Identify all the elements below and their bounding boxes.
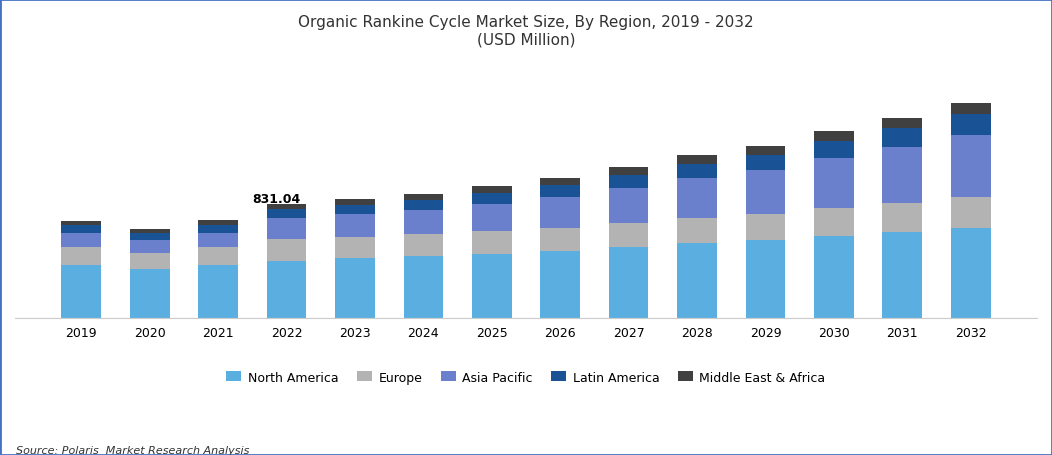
Bar — [404, 211, 443, 234]
Bar — [129, 253, 169, 270]
Bar — [198, 226, 238, 233]
Bar — [267, 205, 306, 210]
Bar — [404, 234, 443, 256]
Bar — [677, 156, 716, 164]
Bar — [883, 148, 923, 203]
Bar — [951, 228, 991, 318]
Bar — [541, 186, 580, 198]
Bar — [541, 251, 580, 318]
Bar — [472, 193, 511, 204]
Bar — [129, 240, 169, 253]
Bar — [129, 270, 169, 318]
Bar — [951, 104, 991, 115]
Bar — [951, 136, 991, 197]
Bar — [609, 175, 648, 188]
Bar — [404, 256, 443, 318]
Bar — [814, 236, 854, 318]
Bar — [951, 197, 991, 228]
Bar — [609, 223, 648, 247]
Bar — [814, 159, 854, 209]
Bar — [61, 226, 101, 233]
Bar — [472, 186, 511, 193]
Bar — [677, 179, 716, 218]
Bar — [336, 205, 375, 215]
Bar — [609, 247, 648, 318]
Bar — [472, 232, 511, 254]
Bar — [61, 265, 101, 318]
Bar — [541, 198, 580, 228]
Bar — [951, 115, 991, 136]
Bar — [336, 259, 375, 318]
Title: Organic Rankine Cycle Market Size, By Region, 2019 - 2032
(USD Million): Organic Rankine Cycle Market Size, By Re… — [298, 15, 754, 47]
Bar — [404, 194, 443, 201]
Bar — [677, 218, 716, 244]
Bar — [267, 240, 306, 262]
Bar — [61, 221, 101, 226]
Bar — [677, 164, 716, 179]
Bar — [267, 210, 306, 218]
Bar — [883, 129, 923, 148]
Bar — [609, 167, 648, 175]
Bar — [814, 209, 854, 236]
Text: Source: Polaris  Market Research Analysis: Source: Polaris Market Research Analysis — [16, 445, 249, 455]
Bar — [883, 232, 923, 318]
Bar — [883, 119, 923, 129]
Bar — [746, 171, 785, 215]
Bar — [746, 240, 785, 318]
Bar — [336, 200, 375, 205]
Bar — [61, 247, 101, 265]
Bar — [814, 142, 854, 159]
Bar — [198, 221, 238, 226]
Bar — [541, 228, 580, 251]
Bar — [61, 233, 101, 247]
Bar — [336, 237, 375, 259]
Bar — [129, 233, 169, 240]
Bar — [746, 147, 785, 155]
Bar — [609, 188, 648, 223]
Bar — [883, 203, 923, 232]
Bar — [472, 254, 511, 318]
Bar — [267, 262, 306, 318]
Legend: North America, Europe, Asia Pacific, Latin America, Middle East & Africa: North America, Europe, Asia Pacific, Lat… — [221, 366, 831, 389]
Bar — [472, 204, 511, 232]
Bar — [267, 218, 306, 240]
Text: 831.04: 831.04 — [252, 192, 301, 206]
Bar — [541, 178, 580, 186]
Bar — [198, 248, 238, 266]
Bar — [404, 201, 443, 211]
Bar — [814, 132, 854, 142]
Bar — [677, 244, 716, 318]
Bar — [336, 215, 375, 237]
Bar — [746, 155, 785, 171]
Bar — [746, 215, 785, 240]
Bar — [198, 266, 238, 318]
Bar — [198, 233, 238, 248]
Bar — [129, 229, 169, 233]
